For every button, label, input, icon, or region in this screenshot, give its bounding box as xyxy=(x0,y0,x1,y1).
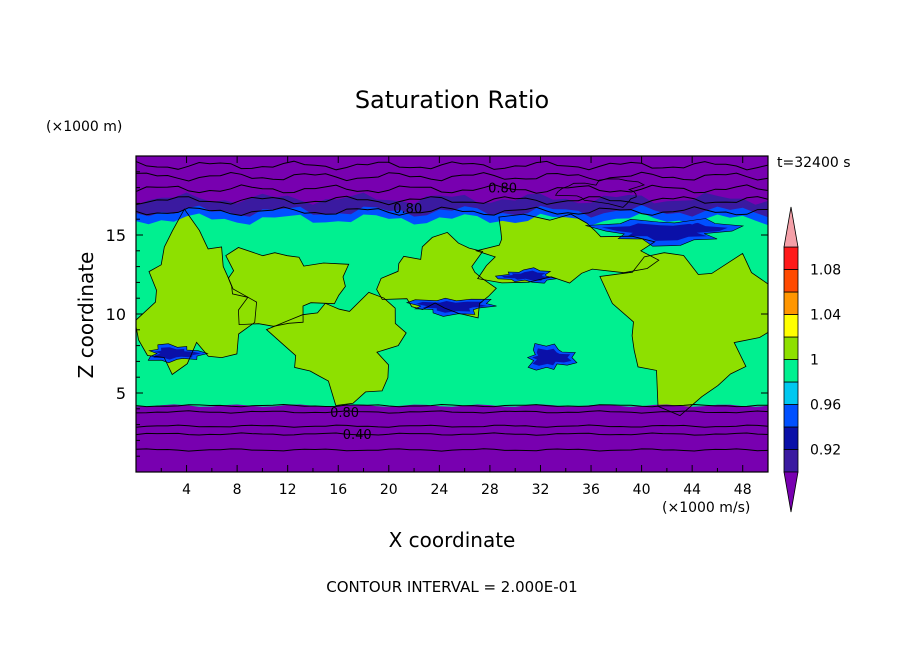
subsaturated-streak xyxy=(532,348,572,366)
contour-line xyxy=(225,247,350,327)
subsaturated-streak xyxy=(502,270,551,281)
colorbar-bottom-triangle xyxy=(783,471,799,513)
supersaturated-patch xyxy=(599,252,768,416)
colorbar-bin xyxy=(783,291,799,315)
contour-line xyxy=(136,432,768,436)
x-axis-ticks: 4 8 12 16 20 24 28 32 36 40 44 48 xyxy=(160,156,752,498)
colorbar-bin xyxy=(783,404,799,428)
y-tick-label: 15 xyxy=(106,226,126,245)
colorbar-tick-label: 1.04 xyxy=(810,308,841,324)
time-label: t=32400 s xyxy=(777,155,851,171)
contour-line xyxy=(147,343,209,364)
x-tick-label: 8 xyxy=(233,482,242,498)
contour-line xyxy=(474,213,660,284)
colorbar-bin xyxy=(783,314,799,338)
colorbar-tick-label: 1 xyxy=(810,353,819,369)
contour-label: 0.80 xyxy=(393,202,422,217)
contour-line xyxy=(136,171,768,182)
x-axis-label: X coordinate xyxy=(388,528,516,552)
contour-line xyxy=(136,206,768,217)
contour-line xyxy=(136,208,258,376)
contour-line xyxy=(494,267,557,284)
x-tick-label: 44 xyxy=(683,482,701,498)
x-tick-label: 48 xyxy=(734,482,752,498)
contour-line xyxy=(376,231,497,319)
contour-line xyxy=(136,448,768,452)
subsaturated-streak xyxy=(601,222,728,241)
chart-title: Saturation Ratio xyxy=(354,86,550,114)
colorbar-bin xyxy=(783,381,799,405)
x-tick-label: 12 xyxy=(279,482,297,498)
contour-line xyxy=(136,160,768,171)
contour-label: 0.80 xyxy=(330,406,359,421)
contour-line xyxy=(554,178,646,208)
x-tick-label: 24 xyxy=(430,482,448,498)
y-tick-label: 10 xyxy=(106,305,126,324)
y-tick-label: 5 xyxy=(116,384,126,403)
contour-interval-label: CONTOUR INTERVAL = 2.000E-01 xyxy=(326,578,578,596)
colorbar-tick-label: 1.08 xyxy=(810,263,841,279)
colorbar-bin xyxy=(783,246,799,270)
supersaturated-patch xyxy=(266,292,407,406)
x-tick-label: 16 xyxy=(329,482,347,498)
contour-line xyxy=(526,343,578,371)
contour-line xyxy=(405,297,497,317)
colorbar-bin xyxy=(783,426,799,450)
subsaturated-streak xyxy=(153,347,201,360)
contour-line xyxy=(599,252,768,417)
supersaturated-patch xyxy=(136,209,257,375)
x-tick-label: 28 xyxy=(481,482,499,498)
x-tick-label: 4 xyxy=(182,482,191,498)
contour-label: 0.40 xyxy=(343,428,372,443)
y-axis-unit: (×1000 m) xyxy=(46,119,123,135)
contour-labels: 0.80 0.80 0.80 0.40 xyxy=(330,182,517,443)
contour-line xyxy=(265,291,407,406)
colorbar-bin xyxy=(783,336,799,360)
colorbar-top-triangle xyxy=(783,206,799,248)
supersaturated-patch xyxy=(476,214,659,283)
x-axis-unit: (×1000 m/s) xyxy=(662,500,751,516)
contour-lines xyxy=(136,160,768,452)
colorbar-bin xyxy=(783,269,799,293)
contour-line xyxy=(136,410,768,414)
supersaturated-patch xyxy=(376,232,497,318)
contour-line xyxy=(136,184,768,194)
colorbar-bin xyxy=(783,359,799,383)
colorbar: 0.92 0.96 1 1.04 1.08 xyxy=(783,206,841,513)
y-axis-ticks: 5 10 15 xyxy=(106,171,768,457)
contour-line xyxy=(136,424,768,428)
contour-line xyxy=(136,403,768,408)
lower-dry-band xyxy=(136,404,768,472)
x-tick-label: 40 xyxy=(633,482,651,498)
x-tick-label: 20 xyxy=(380,482,398,498)
contour-line xyxy=(585,218,745,247)
contour-label: 0.80 xyxy=(488,182,517,197)
contour-line xyxy=(136,195,768,206)
x-tick-label: 36 xyxy=(582,482,600,498)
colorbar-bin xyxy=(783,449,799,473)
x-tick-label: 32 xyxy=(532,482,550,498)
colorbar-tick-label: 0.96 xyxy=(810,398,841,414)
colorbar-tick-label: 0.92 xyxy=(810,443,841,459)
